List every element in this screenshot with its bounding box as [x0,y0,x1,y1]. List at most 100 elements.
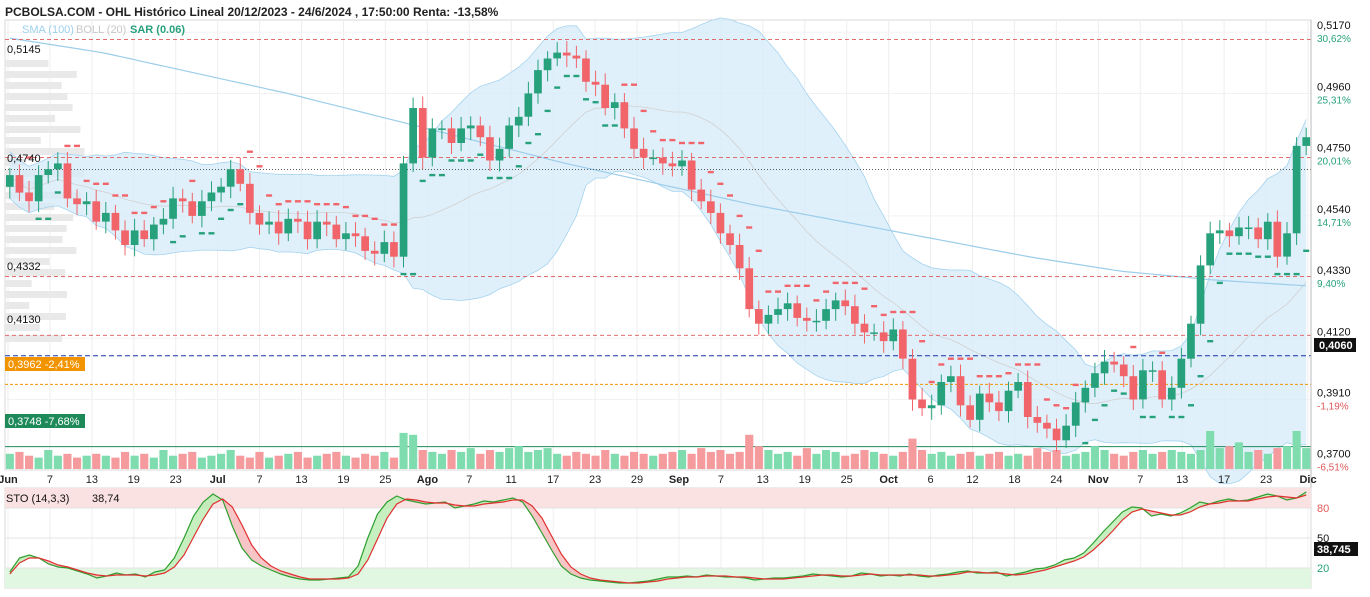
sar-dot [909,310,916,314]
volume-profile [5,60,85,342]
candle-body [553,52,561,59]
volume-bar [533,450,542,469]
candle-body [879,332,888,342]
x-tick-label: Oct [879,474,898,486]
sto-fill-segment [396,496,407,504]
candle-body [1119,364,1128,377]
volume-bar [822,450,831,469]
sar-dot [1053,404,1060,407]
volume-bar [678,450,687,469]
volume-bar [303,457,312,469]
sto-fill-segment [1083,543,1094,557]
y-tick-label: 0,3700 [1317,449,1351,461]
profile-bar [5,137,41,144]
volume-bar [284,453,293,469]
x-tick-label: 11 [505,474,516,486]
sar-dot [1293,272,1300,276]
candle-body [975,393,984,420]
legend-sar[interactable]: SAR (0.06) [130,24,185,36]
sto-fill-segment [154,570,165,575]
sar-dot [1149,415,1156,419]
volume-bar [764,450,773,469]
x-tick-label: 19 [337,474,349,486]
sto-fill-segment [1190,502,1200,512]
volume-bar [601,450,610,469]
sto-y-label: 20 [1317,563,1329,575]
x-tick-label: 23 [170,474,182,486]
volume-bar [543,448,552,469]
volume-bar [380,451,389,469]
reference-lines [5,39,1311,448]
profile-bar [5,313,66,320]
sar-dot [794,284,801,287]
sar-dot [342,205,349,209]
sto-fill-segment [261,558,271,570]
candle-body [1043,422,1051,429]
volume-bar [236,455,245,469]
volume-bar [812,453,821,469]
candle-body [966,405,974,420]
candle-body [707,201,715,213]
candle-body [822,309,830,321]
sar-dot [26,156,32,159]
sar-dot [1082,442,1089,445]
sar-dot [438,173,445,177]
volume-bar [889,455,898,469]
volume-bar [562,455,571,469]
candle-body [15,175,24,193]
sar-dot [871,305,878,308]
legend-boll[interactable]: BOLL (20) [76,24,126,36]
sto-oversold-zone [5,568,1311,588]
candle-body [198,201,206,216]
candle-body [985,393,994,403]
candle-body [793,303,802,318]
sar-dot [189,179,196,183]
sar-dot [535,133,541,136]
y-tick-label: 0,4960 [1317,81,1351,93]
volume-bar [399,432,408,469]
volume-bar [1215,448,1224,469]
sar-dot [899,310,906,314]
volume-bar [610,453,619,469]
sar-dot [45,217,52,220]
candle-body [1004,390,1013,412]
sar-dot [275,203,282,206]
candle-body [1302,137,1311,146]
volume-bar [1283,446,1292,469]
profile-bar [5,269,66,276]
candle-body [111,212,120,231]
candle-body [543,58,552,71]
sto-fill-segment [1093,532,1103,550]
volume-bar [409,434,418,469]
y-tick-percent: 25,31% [1317,95,1351,106]
legend-sma[interactable]: SMA (100) [22,24,74,36]
sar-dot [938,363,945,366]
volume-bar [524,451,533,469]
sar-dot [1043,398,1050,401]
volume-bar [457,451,466,469]
candle-body [438,128,446,130]
sto-fill-segment [184,516,194,555]
volume-bar [946,455,955,469]
candle-body [284,218,293,234]
sar-dot [400,272,407,276]
profile-bar [5,126,81,133]
sto-title: STO (14,3,3) [6,493,69,505]
sar-dot [784,284,791,287]
sar-dot [1139,415,1146,419]
candle-body [841,300,850,307]
sto-fill-segment [1103,522,1113,541]
candle-body [399,163,408,257]
candle-body [409,108,417,164]
sar-dot [919,340,926,343]
sar-dot [227,208,234,212]
volume-bar [1244,451,1253,469]
volume-bar [389,457,398,469]
sar-dot [93,182,100,185]
y-tick-percent: 30,62% [1317,34,1351,45]
candle-body [178,198,187,202]
x-tick-label: Dic [1299,474,1316,486]
candle-body [361,236,369,251]
candle-body [812,320,821,323]
